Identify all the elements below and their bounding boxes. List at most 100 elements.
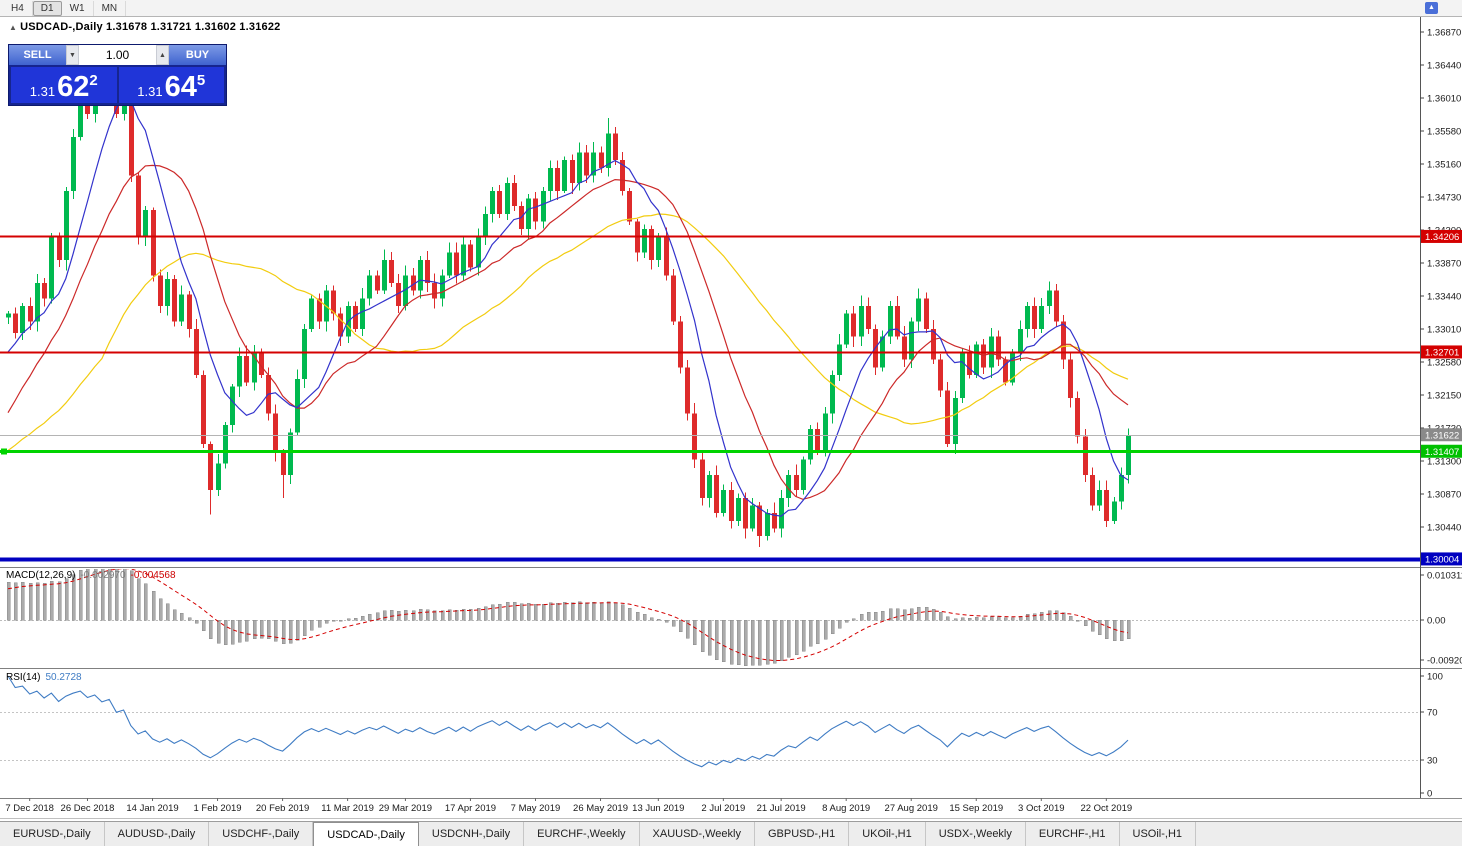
- macd-bar: [989, 616, 994, 621]
- price-line-label: 1.34206: [1425, 232, 1459, 243]
- rsi-axis-label: 100: [1427, 672, 1443, 683]
- symbol-ohlc-text: USDCAD-,Daily 1.31678 1.31721 1.31602 1.…: [20, 21, 281, 33]
- macd-bar: [765, 619, 770, 665]
- symbol-tab-usdx-weekly[interactable]: USDX-,Weekly: [926, 822, 1026, 846]
- symbol-tab-bar: EURUSD-,Daily AUDUSD-,Daily USDCHF-,Daily U…: [0, 821, 1462, 846]
- price-line-label: 1.32701: [1425, 347, 1459, 358]
- date-label: 8 Aug 2019: [822, 803, 870, 814]
- date-axis[interactable]: 7 Dec 2018 26 Dec 2018 14 Jan 2019 1 Feb 20…: [5, 798, 1132, 814]
- candle-body: [909, 321, 914, 360]
- macd-bar: [411, 610, 416, 621]
- candle-body: [403, 275, 408, 306]
- candle-body: [396, 282, 401, 306]
- candle-body: [1068, 359, 1073, 399]
- candle-body: [1112, 501, 1117, 521]
- macd-bar: [100, 569, 105, 621]
- candle-body: [851, 313, 856, 337]
- volume-input[interactable]: 1.00: [105, 48, 130, 62]
- candle-body: [483, 213, 488, 237]
- price-axis[interactable]: 1.36870 1.36440 1.36010 1.35580 1.35160 1.347…: [1420, 28, 1462, 800]
- macd-bar: [1010, 617, 1015, 621]
- candle-body: [281, 451, 286, 475]
- macd-bar: [844, 619, 849, 623]
- volume-field: ▼ 1.00 ▲: [66, 45, 169, 65]
- macd-bar: [808, 619, 813, 647]
- date-label: 26 Dec 2018: [61, 803, 115, 814]
- macd-bar: [729, 619, 734, 665]
- symbol-tab-usoil-h1[interactable]: USOil-,H1: [1120, 822, 1197, 846]
- macd-bar: [490, 604, 495, 621]
- macd-bar: [454, 609, 459, 621]
- macd-bar: [967, 618, 972, 621]
- candle-body: [1075, 398, 1080, 437]
- macd-bar: [757, 619, 762, 666]
- price-tick-label: 1.35580: [1427, 127, 1461, 138]
- symbol-tab-eurchf-weekly[interactable]: EURCHF-,Weekly: [524, 822, 640, 846]
- macd-bar: [497, 603, 502, 621]
- symbol-tab-gbpusd-h1[interactable]: GBPUSD-,H1: [755, 822, 850, 846]
- rsi-axis-label: 30: [1427, 756, 1438, 767]
- macd-bar: [302, 619, 307, 636]
- ask-price[interactable]: 1.31 64 5: [118, 67, 224, 103]
- symbol-tab-usdchf-daily[interactable]: USDCHF-,Daily: [209, 822, 314, 846]
- macd-bar: [851, 618, 856, 621]
- macd-bar: [953, 618, 958, 621]
- candle-body: [223, 424, 228, 464]
- macd-bar: [577, 601, 582, 621]
- volume-decrease-button[interactable]: ▼: [66, 45, 79, 65]
- candle-body: [830, 375, 835, 414]
- price-tick-label: 1.36010: [1427, 94, 1461, 105]
- candle-body: [707, 474, 712, 498]
- symbol-tab-xauusd-weekly[interactable]: XAUUSD-,Weekly: [640, 822, 755, 846]
- symbol-tab-eurchf-h1[interactable]: EURCHF-,H1: [1026, 822, 1120, 846]
- macd-bar: [432, 610, 437, 621]
- symbol-tab-ukoil-h1[interactable]: UKOil-,H1: [849, 822, 926, 846]
- macd-bar: [945, 616, 950, 621]
- symbol-tab-usdcad-daily[interactable]: USDCAD-,Daily: [313, 822, 419, 846]
- macd-axis-label: 0.010311: [1427, 571, 1462, 582]
- timeframe-button-d1[interactable]: D1: [32, 0, 62, 16]
- candle-body: [678, 321, 683, 368]
- candle-body: [736, 497, 741, 521]
- macd-bar: [613, 602, 618, 621]
- candle-body: [685, 367, 690, 414]
- macd-bar: [1126, 619, 1131, 639]
- macd-bar: [143, 583, 148, 621]
- candle-body: [49, 236, 54, 299]
- candle-body: [757, 505, 762, 537]
- price-line-label: 1.31407: [1425, 447, 1459, 458]
- timeframe-button-h4[interactable]: H4: [3, 0, 33, 16]
- volume-increase-button[interactable]: ▲: [156, 45, 169, 65]
- hline-handle[interactable]: [1, 448, 7, 455]
- candle-body: [20, 305, 25, 333]
- timeframe-button-mn[interactable]: MN: [94, 0, 127, 16]
- candle-body: [931, 328, 936, 360]
- candle-body: [1090, 474, 1095, 506]
- macd-bar: [468, 609, 473, 621]
- buy-button[interactable]: BUY: [169, 45, 226, 65]
- timeframe-button-w1[interactable]: W1: [62, 0, 94, 16]
- price-tick-label: 1.34730: [1427, 193, 1461, 204]
- symbol-tab-eurusd-daily[interactable]: EURUSD-,Daily: [0, 822, 105, 846]
- candle-body: [786, 474, 791, 498]
- price-tick-label: 1.31300: [1427, 457, 1461, 468]
- candle-body: [259, 352, 264, 376]
- bid-price[interactable]: 1.31 62 2: [11, 67, 117, 103]
- symbol-tab-usdcnh-daily[interactable]: USDCNH-,Daily: [419, 822, 525, 846]
- macd-bar: [1068, 615, 1073, 621]
- scroll-up-button[interactable]: ▲: [1425, 2, 1438, 14]
- date-label: 21 Jul 2019: [757, 803, 806, 814]
- price-tick-label: 1.33870: [1427, 259, 1461, 270]
- macd-bar: [873, 612, 878, 621]
- macd-bar: [64, 578, 69, 621]
- macd-bar: [931, 608, 936, 621]
- macd-main-value: -0.002970: [80, 570, 126, 581]
- sell-button[interactable]: SELL: [9, 45, 66, 65]
- symbol-tab-audusd-daily[interactable]: AUDUSD-,Daily: [105, 822, 210, 846]
- candle-body: [158, 275, 163, 306]
- candle-body: [924, 298, 929, 329]
- macd-bar: [28, 583, 33, 621]
- candle-body: [743, 497, 748, 529]
- ask-big-digits: 64: [164, 71, 197, 103]
